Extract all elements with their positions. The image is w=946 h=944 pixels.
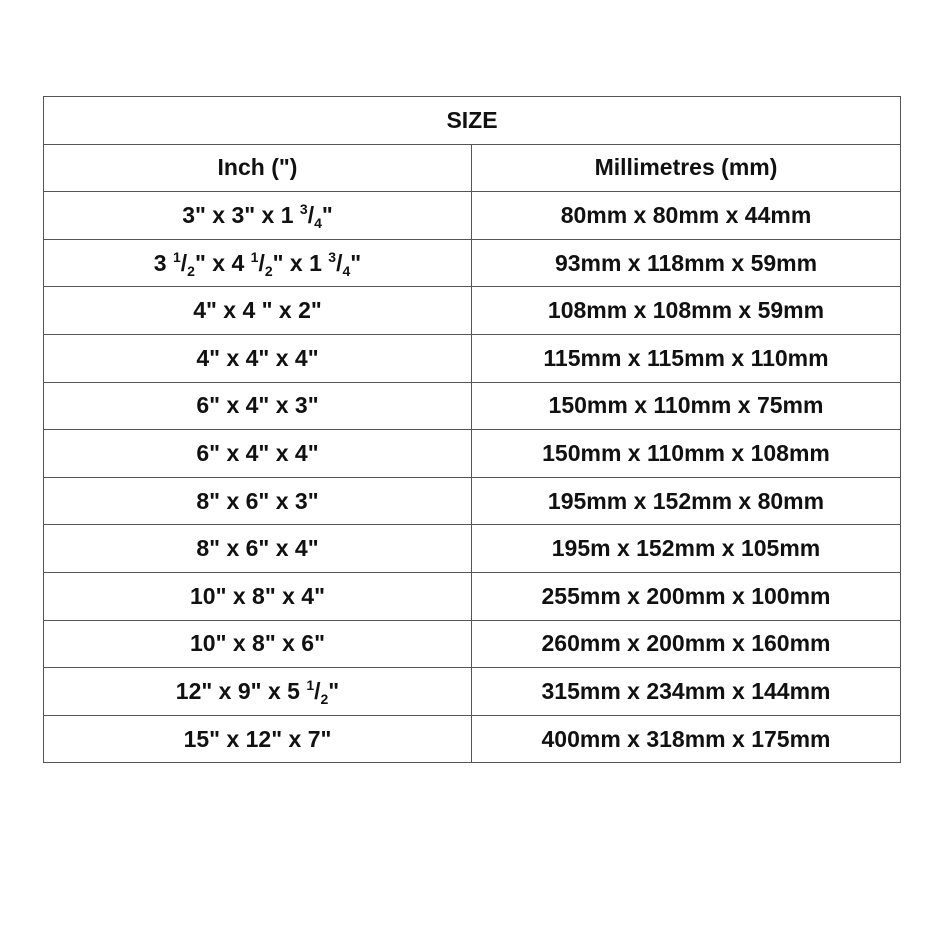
inch-text: /: [336, 249, 343, 276]
inch-cell: 6" x 4" x 4": [43, 429, 472, 478]
table-row: 6" x 4" x 3" 150mm x 110mm x 75mm: [43, 381, 901, 431]
inch-text: 8" x 6" x 3": [196, 487, 319, 514]
inch-text: " x 1: [272, 249, 329, 276]
table-row: 4" x 4" x 4" 115mm x 115mm x 110mm: [43, 333, 901, 383]
mm-cell: 260mm x 200mm x 160mm: [471, 619, 901, 669]
fraction-numerator: 3: [299, 200, 308, 217]
mm-cell: 255mm x 200mm x 100mm: [471, 571, 901, 621]
mm-cell: 195m x 152mm x 105mm: [471, 524, 901, 573]
inch-text: 3" x 3" x 1: [182, 201, 300, 228]
table-row: 15" x 12" x 7" 400mm x 318mm x 175mm: [43, 714, 901, 764]
table-row: 3 1/2" x 4 1/2" x 1 3/4" 93mm x 118mm x 5…: [43, 238, 901, 288]
inch-text: 3: [153, 249, 173, 276]
inch-cell: 15" x 12" x 7": [43, 714, 472, 764]
inch-text: /: [307, 201, 315, 228]
inch-cell: 4" x 4 " x 2": [43, 286, 472, 335]
inch-text: 12" x 9" x 5: [175, 677, 307, 704]
inch-text: /: [180, 249, 188, 276]
fraction-denominator: 4: [342, 262, 351, 279]
size-table: SIZE Inch (") Millimetres (mm) 3" x 3" x…: [43, 96, 901, 764]
mm-cell: 93mm x 118mm x 59mm: [471, 238, 901, 288]
table-row: 10" x 8" x 4" 255mm x 200mm x 100mm: [43, 571, 901, 621]
table-row: 8" x 6" x 3" 195mm x 152mm x 80mm: [43, 476, 901, 526]
table-row: 6" x 4" x 4" 150mm x 110mm x 108mm: [43, 429, 901, 478]
inch-cell: 10" x 8" x 6": [43, 619, 472, 669]
inch-text: 4" x 4" x 4": [196, 344, 319, 371]
inch-text: 6" x 4" x 4": [196, 439, 319, 466]
table-row: 3" x 3" x 1 3/4" 80mm x 80mm x 44mm: [43, 191, 901, 240]
inch-text: ": [328, 677, 340, 704]
inch-cell: 3 1/2" x 4 1/2" x 1 3/4": [43, 238, 472, 288]
table-row: 4" x 4 " x 2" 108mm x 108mm x 59mm: [43, 286, 901, 335]
inch-text: /: [258, 249, 265, 276]
inch-cell: 6" x 4" x 3": [43, 381, 472, 431]
fraction-denominator: 2: [264, 262, 273, 279]
fraction-numerator: 1: [306, 676, 315, 693]
inch-text: /: [314, 677, 321, 704]
header-inch: Inch ("): [43, 143, 472, 193]
inch-text: 6" x 4" x 3": [196, 392, 319, 419]
inch-cell: 8" x 6" x 3": [43, 476, 472, 526]
mm-cell: 150mm x 110mm x 108mm: [471, 429, 901, 478]
fraction-numerator: 3: [328, 248, 337, 265]
mm-cell: 400mm x 318mm x 175mm: [471, 714, 901, 764]
fraction-denominator: 4: [314, 214, 322, 231]
inch-cell: 10" x 8" x 4": [43, 571, 472, 621]
inch-text: 8" x 6" x 4": [196, 535, 319, 562]
title-row: SIZE: [43, 96, 901, 145]
inch-cell: 12" x 9" x 5 1/2": [43, 667, 472, 716]
inch-text: ": [321, 201, 333, 228]
mm-cell: 195mm x 152mm x 80mm: [471, 476, 901, 526]
table-row: 12" x 9" x 5 1/2" 315mm x 234mm x 144mm: [43, 667, 901, 716]
inch-text: ": [350, 249, 362, 276]
table-title: SIZE: [43, 96, 901, 145]
mm-cell: 115mm x 115mm x 110mm: [471, 333, 901, 383]
mm-cell: 80mm x 80mm x 44mm: [471, 191, 901, 240]
inch-cell: 8" x 6" x 4": [43, 524, 472, 573]
inch-cell: 3" x 3" x 1 3/4": [43, 191, 472, 240]
mm-cell: 108mm x 108mm x 59mm: [471, 286, 901, 335]
inch-text: " x 4: [194, 249, 251, 276]
header-mm: Millimetres (mm): [471, 143, 901, 193]
inch-cell: 4" x 4" x 4": [43, 333, 472, 383]
inch-text: 10" x 8" x 4": [189, 582, 326, 609]
table-row: 10" x 8" x 6" 260mm x 200mm x 160mm: [43, 619, 901, 669]
fraction-denominator: 2: [320, 690, 329, 707]
table-row: 8" x 6" x 4" 195m x 152mm x 105mm: [43, 524, 901, 573]
inch-text: 4" x 4 " x 2": [193, 297, 322, 324]
fraction-denominator: 2: [187, 262, 195, 279]
fraction-numerator: 1: [250, 248, 259, 265]
inch-text: 15" x 12" x 7": [183, 725, 332, 752]
mm-cell: 150mm x 110mm x 75mm: [471, 381, 901, 431]
header-row: Inch (") Millimetres (mm): [43, 143, 901, 193]
fraction-numerator: 1: [172, 248, 181, 265]
inch-text: 10" x 8" x 6": [189, 630, 326, 657]
mm-cell: 315mm x 234mm x 144mm: [471, 667, 901, 716]
